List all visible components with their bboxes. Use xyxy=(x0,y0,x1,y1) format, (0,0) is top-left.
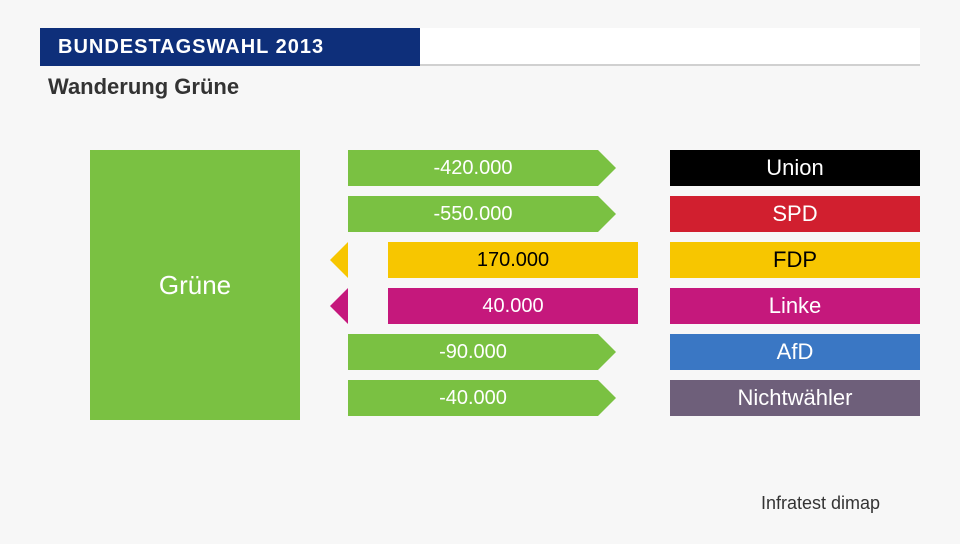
flow-row: -40.000 xyxy=(348,380,638,416)
page-root: BUNDESTAGSWAHL 2013 Wanderung Grüne Grün… xyxy=(0,0,960,544)
chart-area: Grüne -420.000 -550.000 170.000 40.000 -90.0… xyxy=(40,140,920,474)
target-party-label: SPD xyxy=(772,201,817,227)
flow-row: -420.000 xyxy=(348,150,638,186)
target-party-label: FDP xyxy=(773,247,817,273)
flow-value-bar: -420.000 xyxy=(348,150,598,186)
target-party-box: SPD xyxy=(670,196,920,232)
target-party-box: Nichtwähler xyxy=(670,380,920,416)
arrow-left-icon xyxy=(330,288,348,324)
target-party-label: AfD xyxy=(777,339,814,365)
arrow-right-icon xyxy=(598,150,616,186)
arrow-right-icon xyxy=(598,196,616,232)
flow-value-label: 170.000 xyxy=(477,249,549,272)
flow-row: -550.000 xyxy=(348,196,638,232)
data-source-label: Infratest dimap xyxy=(761,493,880,514)
arrow-right-icon xyxy=(598,334,616,370)
flow-value-label: -550.000 xyxy=(434,203,513,226)
flow-value-bar: -550.000 xyxy=(348,196,598,232)
target-party-box: AfD xyxy=(670,334,920,370)
target-party-label: Nichtwähler xyxy=(738,385,853,411)
flow-value-bar: 170.000 xyxy=(388,242,638,278)
source-party-block: Grüne xyxy=(90,150,300,420)
flow-value-label: -90.000 xyxy=(439,341,507,364)
header-title: BUNDESTAGSWAHL 2013 xyxy=(58,36,324,59)
arrow-right-icon xyxy=(598,380,616,416)
target-party-label: Linke xyxy=(769,293,822,319)
flow-value-bar: -40.000 xyxy=(348,380,598,416)
header-title-box: BUNDESTAGSWAHL 2013 xyxy=(40,28,420,66)
header-subtitle: Wanderung Grüne xyxy=(48,74,239,100)
arrow-left-icon xyxy=(330,242,348,278)
source-party-label: Grüne xyxy=(159,270,231,301)
flow-value-label: -420.000 xyxy=(434,157,513,180)
target-party-box: FDP xyxy=(670,242,920,278)
flow-row: 40.000 xyxy=(348,288,638,324)
flow-arrows: -420.000 -550.000 170.000 40.000 -90.000 -40.… xyxy=(348,150,638,426)
flow-value-label: 40.000 xyxy=(482,295,543,318)
target-party-box: Union xyxy=(670,150,920,186)
flow-row: -90.000 xyxy=(348,334,638,370)
target-party-label: Union xyxy=(766,155,823,181)
flow-value-bar: -90.000 xyxy=(348,334,598,370)
target-parties: Union SPD FDP Linke AfD Nichtwähler xyxy=(670,150,920,426)
flow-row: 170.000 xyxy=(348,242,638,278)
flow-value-bar: 40.000 xyxy=(388,288,638,324)
flow-value-label: -40.000 xyxy=(439,387,507,410)
target-party-box: Linke xyxy=(670,288,920,324)
